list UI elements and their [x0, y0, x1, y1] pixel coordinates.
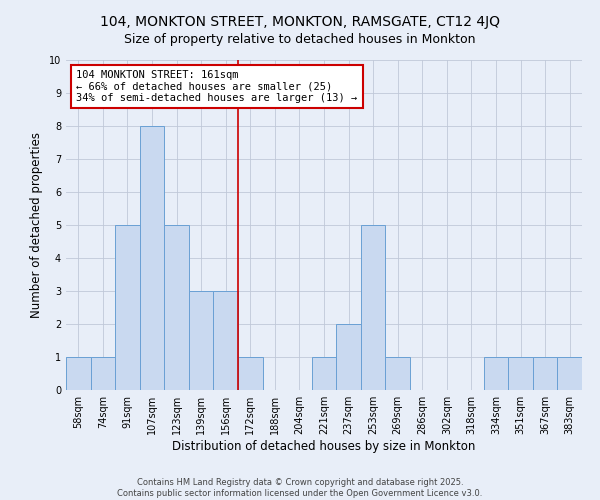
Y-axis label: Number of detached properties: Number of detached properties	[31, 132, 43, 318]
Bar	[484, 357, 508, 390]
Bar	[115, 225, 140, 390]
Bar	[189, 291, 214, 390]
Bar	[238, 357, 263, 390]
Text: Contains HM Land Registry data © Crown copyright and database right 2025.
Contai: Contains HM Land Registry data © Crown c…	[118, 478, 482, 498]
Bar	[508, 357, 533, 390]
X-axis label: Distribution of detached houses by size in Monkton: Distribution of detached houses by size …	[172, 440, 476, 453]
Bar	[140, 126, 164, 390]
Text: 104, MONKTON STREET, MONKTON, RAMSGATE, CT12 4JQ: 104, MONKTON STREET, MONKTON, RAMSGATE, …	[100, 15, 500, 29]
Bar	[533, 357, 557, 390]
Bar	[312, 357, 336, 390]
Bar	[385, 357, 410, 390]
Bar	[91, 357, 115, 390]
Text: Size of property relative to detached houses in Monkton: Size of property relative to detached ho…	[124, 32, 476, 46]
Bar	[66, 357, 91, 390]
Bar	[336, 324, 361, 390]
Bar	[361, 225, 385, 390]
Bar	[214, 291, 238, 390]
Text: 104 MONKTON STREET: 161sqm
← 66% of detached houses are smaller (25)
34% of semi: 104 MONKTON STREET: 161sqm ← 66% of deta…	[76, 70, 358, 103]
Bar	[164, 225, 189, 390]
Bar	[557, 357, 582, 390]
